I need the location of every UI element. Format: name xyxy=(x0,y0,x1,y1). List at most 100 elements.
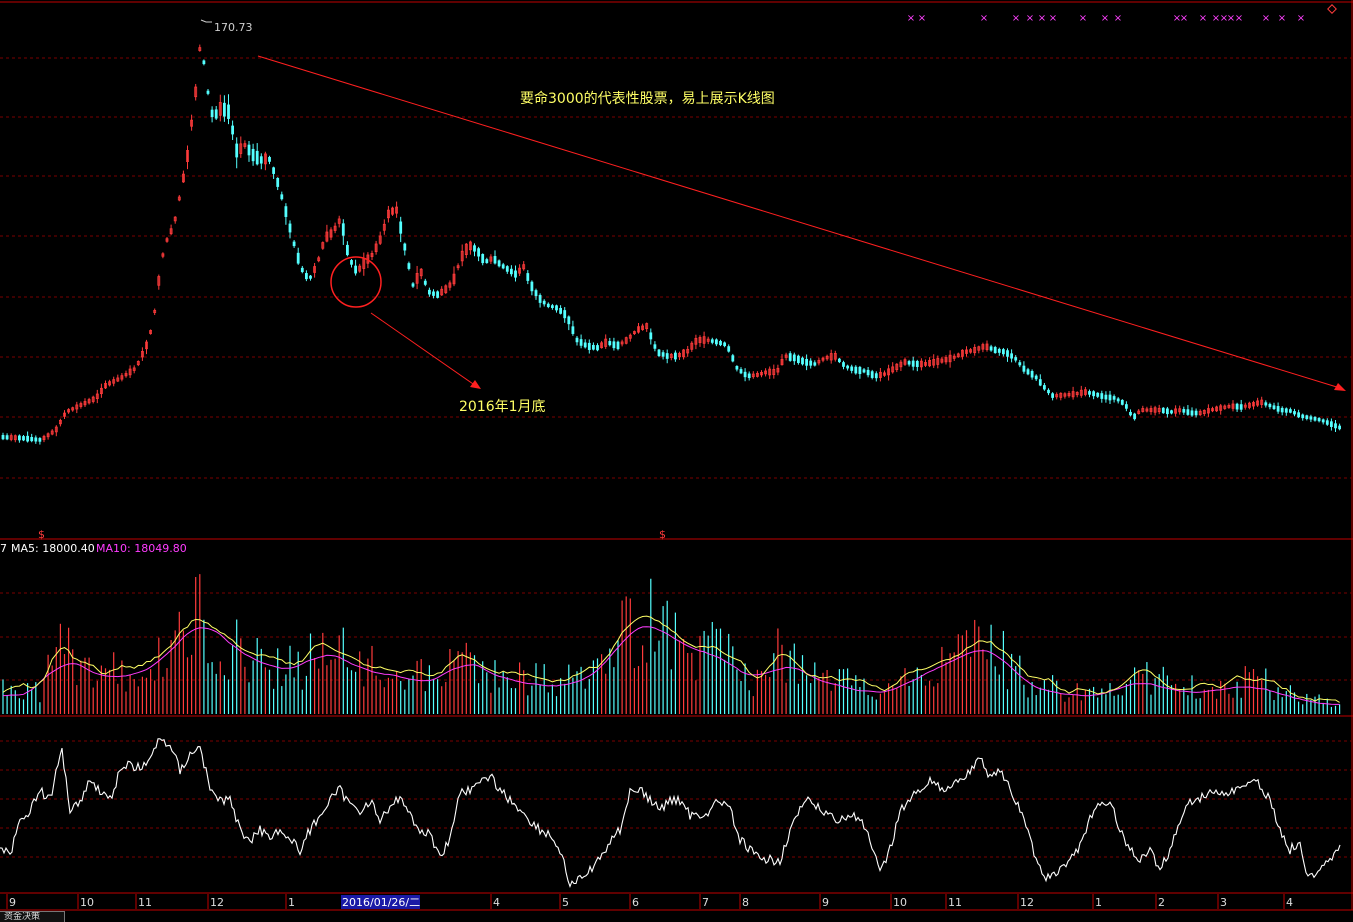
signal-mark: × xyxy=(1026,13,1034,24)
candle-body xyxy=(653,344,657,349)
candle-body xyxy=(440,288,444,296)
candle-body xyxy=(227,104,230,119)
candle-body xyxy=(50,430,54,435)
signal-mark: × xyxy=(1235,13,1243,24)
candle-body xyxy=(674,352,677,360)
candle-body xyxy=(1038,379,1042,386)
signal-marks: × × × × × × × × × × ×× × × ×× × × × × xyxy=(907,13,1305,24)
candle-body xyxy=(969,349,972,353)
candle-body xyxy=(1198,410,1202,416)
candle-body xyxy=(563,310,567,319)
candle-body xyxy=(1075,392,1079,396)
dollar-marker-icon[interactable]: $ xyxy=(38,528,45,541)
candle-body xyxy=(194,86,198,98)
candle-body xyxy=(235,143,239,158)
candle-body xyxy=(780,358,784,366)
x-tick-label: 12 xyxy=(1020,896,1034,909)
candle-body xyxy=(427,289,431,295)
candle-body xyxy=(751,373,755,378)
candle-body xyxy=(518,267,521,274)
candle-body xyxy=(891,366,895,373)
candle-body xyxy=(161,253,165,257)
candle-body xyxy=(1170,410,1173,414)
candle-body xyxy=(1145,408,1149,412)
candle-body xyxy=(100,387,103,395)
x-tick-label: 9 xyxy=(822,896,829,909)
candle-body xyxy=(165,238,169,242)
candle-body xyxy=(874,373,878,379)
candle-body xyxy=(317,257,321,262)
candle-body xyxy=(54,426,58,433)
candle-body xyxy=(961,349,964,357)
candle-body xyxy=(583,342,587,348)
candle-body xyxy=(268,156,271,162)
candle-body xyxy=(920,360,923,368)
candle-body xyxy=(1125,404,1128,409)
indicator-series xyxy=(0,738,1341,888)
candle-body xyxy=(128,368,132,376)
candle-body xyxy=(928,360,931,367)
candle-body xyxy=(1006,350,1009,357)
candle-body xyxy=(538,295,542,303)
candle-body xyxy=(1219,405,1223,411)
candle-body xyxy=(411,283,415,287)
candle-body xyxy=(854,366,858,374)
candle-body xyxy=(190,119,194,127)
candle-body xyxy=(776,367,780,373)
candle-body xyxy=(173,216,177,222)
candle-body xyxy=(1321,419,1325,423)
candle-body xyxy=(17,435,21,441)
candle-body xyxy=(911,360,915,367)
cursor-date-box[interactable] xyxy=(341,895,420,909)
x-tick-label: 12 xyxy=(210,896,224,909)
dollar-marker-icon[interactable]: $ xyxy=(659,528,666,541)
candle-body xyxy=(304,273,308,280)
candle-body xyxy=(153,310,157,313)
candle-body xyxy=(505,266,509,272)
candle-body xyxy=(1,434,5,440)
candle-body xyxy=(993,347,997,354)
candle-body xyxy=(805,358,808,366)
candle-body xyxy=(452,273,456,285)
signal-mark: × xyxy=(1173,13,1181,24)
candle-body xyxy=(1014,357,1018,361)
candle-body xyxy=(760,371,763,376)
candle-body xyxy=(1055,394,1059,398)
candle-body xyxy=(509,268,513,275)
candle-body xyxy=(940,358,944,363)
candle-body xyxy=(116,377,120,382)
candle-body xyxy=(1301,414,1305,419)
x-tick-label: 10 xyxy=(893,896,907,909)
candle-body xyxy=(341,223,345,236)
candle-body xyxy=(79,403,83,407)
candle-body xyxy=(817,359,821,364)
candle-body xyxy=(432,291,435,296)
candle-body xyxy=(1330,421,1333,427)
candle-body xyxy=(9,435,13,440)
candle-body xyxy=(756,372,759,377)
volume-prefix: 7 xyxy=(0,542,7,555)
candle-body xyxy=(186,150,189,162)
volume-series xyxy=(2,574,1341,714)
candlestick-series xyxy=(1,44,1341,445)
x-tick-label: 3 xyxy=(1220,896,1227,909)
candle-body xyxy=(801,357,804,365)
candle-body xyxy=(1215,406,1218,412)
candle-body xyxy=(624,337,628,344)
candle-body xyxy=(26,435,30,442)
candle-body xyxy=(559,307,562,314)
candle-body xyxy=(698,337,702,343)
candle-body xyxy=(579,339,583,346)
diamond-icon[interactable] xyxy=(1327,4,1337,14)
x-tick-label: 11 xyxy=(948,896,962,909)
candle-body xyxy=(1297,412,1300,418)
candle-body xyxy=(300,267,304,273)
candle-body xyxy=(645,323,649,330)
candle-body xyxy=(444,285,448,293)
candle-body xyxy=(1133,413,1136,420)
bottom-tab[interactable]: 资金决策 xyxy=(0,911,65,922)
candle-body xyxy=(661,352,665,357)
candle-body xyxy=(501,264,505,269)
